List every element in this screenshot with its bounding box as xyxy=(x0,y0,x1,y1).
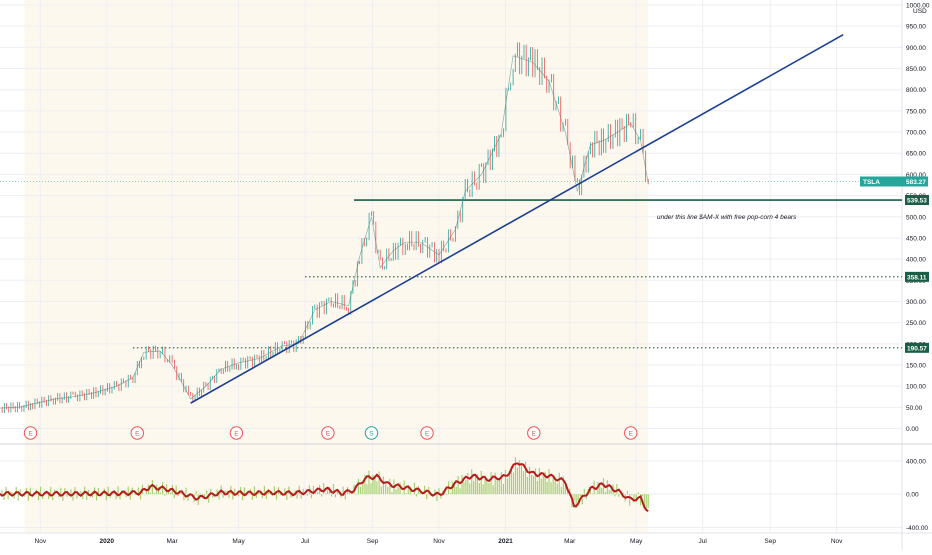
earnings-marker-label: S xyxy=(369,431,374,438)
earnings-marker-circle xyxy=(624,426,638,440)
time-tick-label: Sep xyxy=(764,538,776,545)
currency-label: USD xyxy=(913,8,927,15)
earnings-marker-S[interactable]: S xyxy=(364,426,379,440)
earnings-marker-label: E xyxy=(28,431,33,438)
price-series-line xyxy=(0,55,649,409)
time-tick-label: May xyxy=(232,538,245,545)
level-badge-358.11: 358.11 xyxy=(905,271,929,282)
oscillator-tick-label: 0.00 xyxy=(906,492,919,499)
earnings-marker-circle xyxy=(130,426,144,440)
price-tick-label: 1000.00 xyxy=(906,3,930,10)
time-tick-label: Jul xyxy=(698,538,707,545)
earnings-marker-E[interactable]: E xyxy=(321,426,335,440)
current-price-symbol: TSLA xyxy=(863,179,880,186)
earnings-marker-circle xyxy=(420,426,434,440)
oscillator-tick-label: 400.00 xyxy=(906,458,926,465)
price-tick-label: 700.00 xyxy=(906,130,926,137)
time-tick-label: Nov xyxy=(433,538,445,545)
current-price-badge: TSLA 583.27 xyxy=(860,176,928,187)
earnings-marker-circle xyxy=(321,426,335,440)
price-tick-label: 900.00 xyxy=(906,45,926,52)
time-tick-label: Jul xyxy=(301,538,310,545)
time-tick-label: Mar xyxy=(564,538,576,545)
level-badge-text: 358.11 xyxy=(907,274,927,281)
session-shading xyxy=(24,0,649,532)
current-price-value: 583.27 xyxy=(906,179,926,186)
trendline[interactable] xyxy=(190,33,844,404)
price-tick-label: 50.00 xyxy=(906,405,923,412)
earnings-marker-label: E xyxy=(234,431,239,438)
level-badge-bg xyxy=(905,342,929,353)
level-badge-539.53: 539.53 xyxy=(905,195,929,206)
time-tick-label: Sep xyxy=(367,538,379,545)
time-tick-label: 2020 xyxy=(100,538,115,545)
price-tick-label: 300.00 xyxy=(906,299,926,306)
earnings-marker-label: E xyxy=(425,431,430,438)
price-tick-label: 150.00 xyxy=(906,363,926,370)
current-price-badge-bg xyxy=(860,176,928,187)
time-tick-label: Mar xyxy=(167,538,179,545)
earnings-marker-label: E xyxy=(135,431,140,438)
time-tick-label: May xyxy=(630,538,643,545)
earnings-marker-E[interactable]: E xyxy=(527,426,541,440)
price-tick-label: 750.00 xyxy=(906,108,926,115)
price-tick-label: 600.00 xyxy=(906,172,926,179)
level-badge-190.57: 190.57 xyxy=(905,342,929,353)
level-badge-bg xyxy=(905,271,929,282)
earnings-marker-label: E xyxy=(629,431,634,438)
earnings-marker-label: E xyxy=(326,431,331,438)
earnings-marker-E[interactable]: E xyxy=(624,426,638,440)
time-tick-label: Nov xyxy=(35,538,47,545)
earnings-marker-E[interactable]: E xyxy=(420,426,434,440)
price-tick-label: 0.00 xyxy=(906,426,919,433)
annotation-text: under this line $AM-X with free pop-corn… xyxy=(657,214,797,221)
level-badge-text: 539.53 xyxy=(907,198,927,205)
earnings-marker-circle xyxy=(229,426,244,440)
price-tick-label: 450.00 xyxy=(906,235,926,242)
earnings-marker-label: E xyxy=(532,431,537,438)
price-tick-label: 950.00 xyxy=(906,24,926,31)
level-badge-bg xyxy=(905,195,929,206)
earnings-marker-circle xyxy=(527,426,541,440)
price-tick-label: 800.00 xyxy=(906,87,926,94)
earnings-marker-E[interactable]: E xyxy=(23,426,38,440)
time-tick-label: 2021 xyxy=(498,538,513,545)
earnings-marker-E[interactable]: E xyxy=(229,426,244,440)
price-tick-label: 650.00 xyxy=(906,151,926,158)
price-tick-label: 100.00 xyxy=(906,384,926,391)
earnings-marker-E[interactable]: E xyxy=(130,426,144,440)
price-tick-label: 250.00 xyxy=(906,320,926,327)
earnings-marker-circle xyxy=(23,426,38,440)
price-tick-label: 850.00 xyxy=(906,66,926,73)
earnings-marker-circle xyxy=(364,426,379,440)
price-tick-label: 400.00 xyxy=(906,257,926,264)
price-tick-label: 500.00 xyxy=(906,214,926,221)
level-badge-text: 190.57 xyxy=(907,345,927,352)
oscillator-tick-label: -400.00 xyxy=(906,525,928,532)
time-tick-label: Nov xyxy=(831,538,843,545)
oscillator-line xyxy=(0,462,649,512)
